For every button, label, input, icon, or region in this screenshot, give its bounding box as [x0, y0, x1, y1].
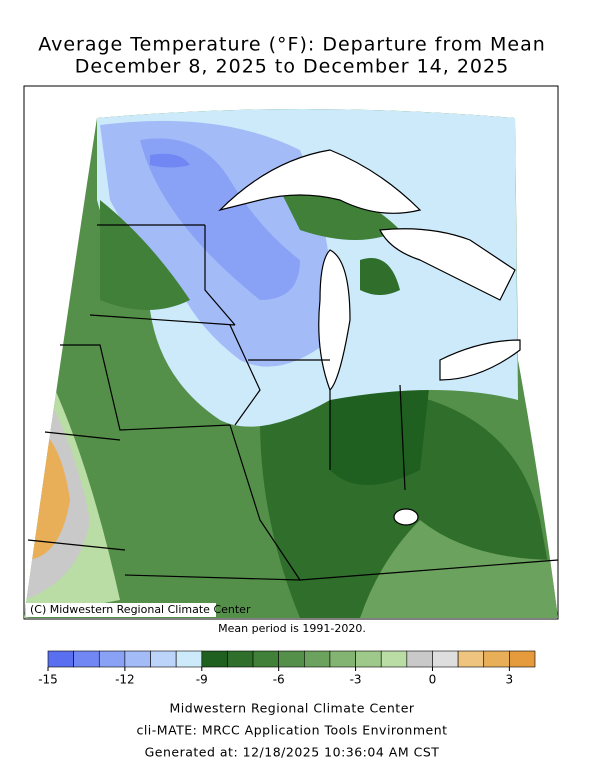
colorbar-tick-label: -15 — [38, 673, 58, 687]
colorbar-segment — [355, 650, 382, 668]
colorbar-segment — [47, 650, 74, 668]
colorbar-segment — [432, 650, 459, 668]
colorbar-segment — [124, 650, 151, 668]
colorbar-segment — [278, 650, 305, 668]
map: (C) Midwestern Regional Climate Center — [23, 85, 559, 620]
subtitle: December 8, 2025 to December 14, 2025 — [75, 56, 509, 78]
colorbar-tick-label: -6 — [273, 673, 285, 687]
copyright: (C) Midwestern Regional Climate Center — [30, 603, 251, 616]
colorbar-tick-label: 0 — [429, 673, 437, 687]
note: Mean period is 1991-2020. — [218, 622, 366, 635]
colorbar-segment — [329, 650, 356, 668]
footer-line: cli-MATE: MRCC Application Tools Environ… — [136, 723, 447, 738]
title: Average Temperature (°F): Departure from… — [38, 34, 546, 56]
colorbar-segment — [227, 650, 254, 668]
colorbar-segment — [73, 650, 100, 668]
colorbar-segment — [98, 650, 126, 668]
colorbar-segment — [406, 650, 433, 668]
colorbar-segment — [380, 650, 408, 668]
footer-line: Midwestern Regional Climate Center — [169, 701, 414, 716]
colorbar-segment — [509, 650, 536, 668]
colorbar-tick-label: -9 — [196, 673, 208, 687]
colorbar-segment — [483, 650, 510, 668]
colorbar-tick-label: -12 — [115, 673, 135, 687]
colorbar-segment — [252, 650, 279, 668]
colorbar-segment — [201, 650, 228, 668]
colorbar-segment — [150, 650, 177, 668]
colorbar-tick-label: 3 — [506, 673, 514, 687]
colorbar-segment — [457, 650, 485, 668]
colorbar-segment — [175, 650, 203, 668]
colorbar: -15 -12 -9 -6 -3 0 3 — [38, 650, 536, 687]
colorbar-tick-label: -3 — [350, 673, 362, 687]
colorbar-segment — [304, 650, 331, 668]
footer-line: Generated at: 12/18/2025 10:36:04 AM CST — [145, 745, 440, 760]
